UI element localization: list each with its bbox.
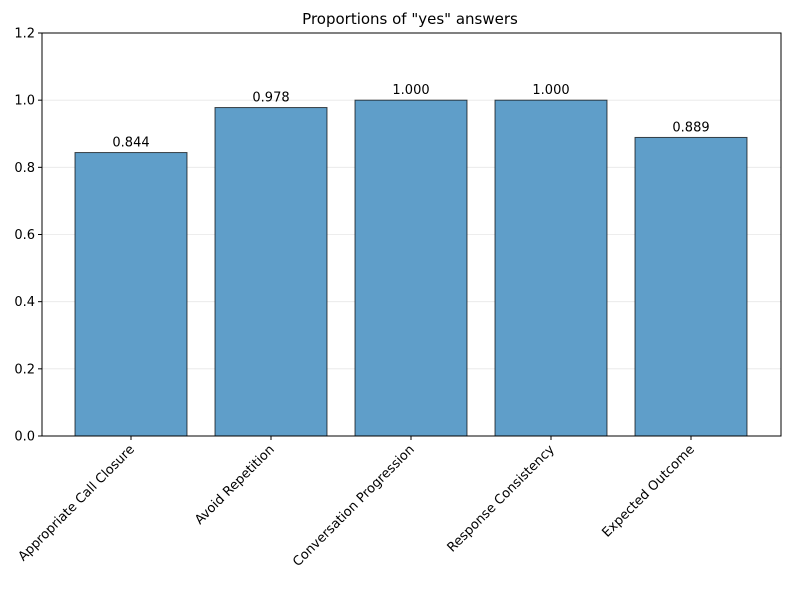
x-tick-label: Expected Outcome [599,442,697,540]
x-tick-label: Appropriate Call Closure [16,442,138,564]
y-tick-label: 0.6 [14,228,35,243]
bar-value-label: 0.978 [252,91,289,106]
bar-value-label: 0.889 [672,120,709,135]
y-tick-label: 0.8 [14,161,35,176]
bars [74,99,748,437]
y-tick-label: 1.2 [14,27,35,42]
bar [634,136,748,437]
y-axis: 0.0 0.2 0.4 0.6 0.8 1.0 1.2 [14,27,42,445]
plot-area-frame [41,32,782,437]
bar-value-label: 1.000 [392,83,429,98]
bar [494,99,608,437]
x-tick-label: Avoid Repetition [192,442,278,528]
y-tick-label: 0.0 [14,430,35,445]
y-tick-label: 0.4 [14,295,35,310]
bar [214,107,328,437]
bar-value-labels: 0.844 0.978 1.000 1.000 0.889 [112,83,709,150]
bar [74,152,188,437]
x-tick-label: Response Consistency [445,442,558,555]
x-axis: Appropriate Call Closure Avoid Repetition… [16,436,698,570]
chart-title: Proportions of "yes" answers [302,10,518,28]
x-tick-label: Conversation Progression [290,442,418,570]
bar-value-label: 0.844 [112,136,149,151]
y-tick-label: 1.0 [14,94,35,109]
y-tick-label: 0.2 [14,362,35,377]
bar-value-label: 1.000 [532,83,569,98]
bar [354,99,468,437]
